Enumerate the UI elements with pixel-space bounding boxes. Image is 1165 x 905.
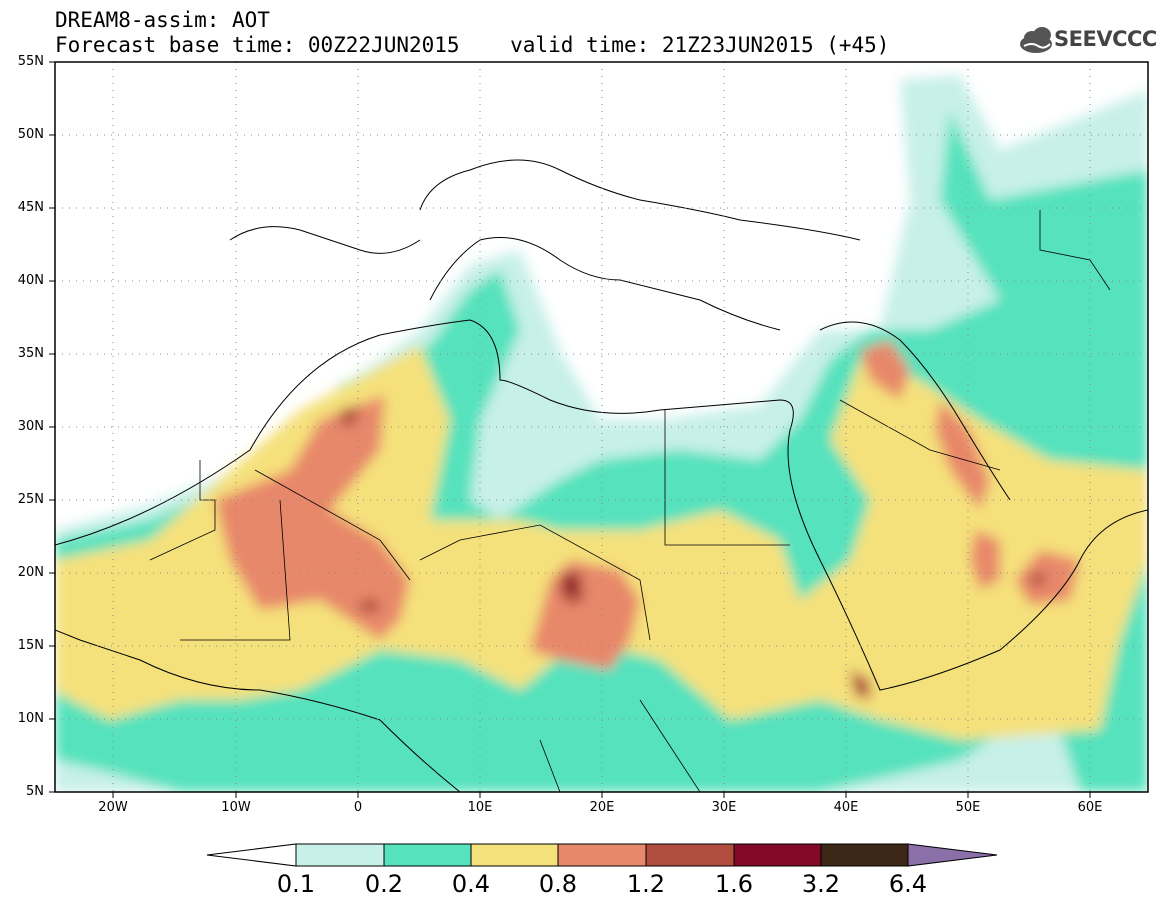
aot-level-1.2	[360, 600, 380, 612]
graticule	[55, 62, 1148, 792]
colorbar	[206, 843, 998, 867]
lat-label-40n: 40N	[17, 273, 44, 288]
lat-label-30n: 30N	[17, 419, 44, 434]
lon-label-20e: 20E	[589, 800, 615, 815]
colorbar-bin-1.2	[645, 843, 735, 867]
aot-level-0.8	[215, 395, 410, 640]
lon-label-30e: 30E	[711, 800, 737, 815]
map-subtitle-times: Forecast base time: 00Z22JUN2015 valid t…	[55, 33, 890, 57]
colorbar-label-0.1: 0.1	[276, 870, 316, 898]
axis-ticks	[49, 61, 1091, 798]
colorbar-label-0.4: 0.4	[451, 870, 491, 898]
map-title: DREAM8-assim: AOT	[55, 8, 270, 32]
colorbar-label-1.2: 1.2	[626, 870, 666, 898]
lon-label-60e: 60E	[1077, 800, 1103, 815]
lat-label-20n: 20N	[17, 565, 44, 580]
lat-label-10n: 10N	[17, 711, 44, 726]
lat-label-15n: 15N	[17, 638, 44, 653]
colorbar-bin-3.2	[820, 843, 909, 867]
colorbar-label-1.6: 1.6	[714, 870, 754, 898]
lat-label-35n: 35N	[17, 346, 44, 361]
aot-level-1.2	[850, 670, 870, 700]
colorbar-bin-0.8	[557, 843, 647, 867]
aot-level-0.8	[935, 400, 990, 510]
colorbar-label-6.4: 6.4	[888, 870, 928, 898]
lat-label-25n: 25N	[17, 492, 44, 507]
aot-level-1.2	[1030, 572, 1045, 585]
lat-label-55n: 55N	[17, 54, 44, 69]
aot-level-1.6	[565, 574, 577, 594]
lat-label-50n: 50N	[17, 127, 44, 142]
aot-level-0.8	[530, 560, 640, 670]
colorbar-bin-0.2	[383, 843, 472, 867]
aot-level-0.8	[860, 340, 910, 400]
colorbar-label-0.2: 0.2	[364, 870, 404, 898]
colorbar-label-0.8: 0.8	[538, 870, 578, 898]
logo-text: SEEVCCC	[1054, 27, 1157, 51]
lat-label-5n: 5N	[26, 784, 44, 799]
cloud-icon	[1020, 27, 1052, 53]
lon-label-0: 0	[353, 800, 363, 815]
coastlines	[55, 159, 1148, 792]
lat-label-45n: 45N	[17, 200, 44, 215]
aot-level-1.2	[340, 405, 360, 425]
lon-label-10w: 10W	[221, 800, 251, 815]
lon-label-50e: 50E	[955, 800, 981, 815]
lon-label-10e: 10E	[467, 800, 493, 815]
aot-level-0.8	[970, 530, 1000, 590]
colorbar-high-extension	[907, 843, 998, 867]
colorbar-bin-0.4	[470, 843, 559, 867]
lon-label-20w: 20W	[98, 800, 128, 815]
colorbar-low-extension	[206, 843, 297, 867]
seevccc-logo	[1020, 27, 1052, 53]
country-borders	[149, 210, 1111, 792]
colorbar-bin-0.1	[295, 843, 385, 867]
colorbar-label-3.2: 3.2	[801, 870, 841, 898]
aot-level-0.8	[1015, 550, 1080, 605]
lon-label-40e: 40E	[833, 800, 859, 815]
colorbar-bin-1.6	[733, 843, 822, 867]
